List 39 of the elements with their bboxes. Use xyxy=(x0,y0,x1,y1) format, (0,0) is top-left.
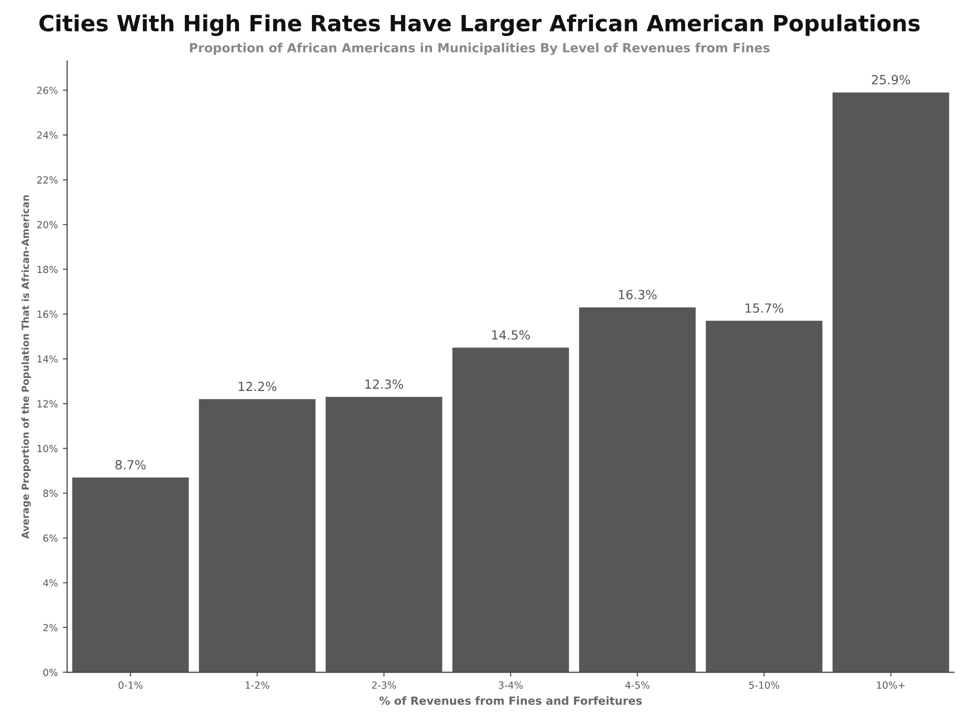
y-tick-label: 10% xyxy=(38,444,58,452)
data-label: 12.2% xyxy=(238,382,276,392)
y-axis-title: Average Proportion of the Population That is African-American xyxy=(21,195,31,539)
y-tick-label: 2% xyxy=(43,624,58,632)
bar xyxy=(706,320,822,672)
x-tick-label: 10%+ xyxy=(877,681,905,689)
data-label: 25.9% xyxy=(872,74,910,84)
bar xyxy=(326,396,442,672)
x-tick-label: 3-4% xyxy=(498,681,523,689)
y-tick-label: 0% xyxy=(43,668,58,676)
chart-subtitle: Proportion of African Americans in Municipalities By Level of Revenues from Fines xyxy=(190,42,770,55)
x-tick-label: 1-2% xyxy=(246,681,270,689)
x-tick-label: 5-10% xyxy=(749,681,780,689)
y-tick-label: 16% xyxy=(38,310,58,318)
x-tick-label: 0-1% xyxy=(118,681,143,689)
y-tick-label: 26% xyxy=(37,86,58,94)
data-label: 8.7% xyxy=(115,460,146,470)
y-tick-label: 20% xyxy=(37,221,58,228)
data-label: 12.3% xyxy=(365,379,404,389)
y-tick-label: 4% xyxy=(43,579,58,587)
x-axis-title: % of Revenues from Fines and Forfeitures xyxy=(379,696,642,705)
y-tick-label: 24% xyxy=(37,131,58,139)
y-tick-label: 14% xyxy=(38,355,58,363)
bar xyxy=(72,478,189,672)
bar xyxy=(452,348,569,672)
data-label: 16.3% xyxy=(618,290,657,300)
data-label: 15.7% xyxy=(746,303,784,313)
bar xyxy=(579,307,696,672)
y-tick-label: 12% xyxy=(38,400,58,408)
bar xyxy=(198,399,316,672)
x-tick-label: 4-5% xyxy=(625,681,650,689)
y-tick-label: 6% xyxy=(43,534,58,542)
chart-title: Cities With High Fine Rates Have Larger African American Populations xyxy=(39,14,920,36)
y-tick-label: 22% xyxy=(37,176,58,184)
y-tick-label: 8% xyxy=(43,490,58,498)
x-tick-label: 2-3% xyxy=(372,681,396,689)
bar xyxy=(832,92,950,672)
y-tick-label: 18% xyxy=(38,266,58,274)
data-label: 14.5% xyxy=(492,330,530,340)
